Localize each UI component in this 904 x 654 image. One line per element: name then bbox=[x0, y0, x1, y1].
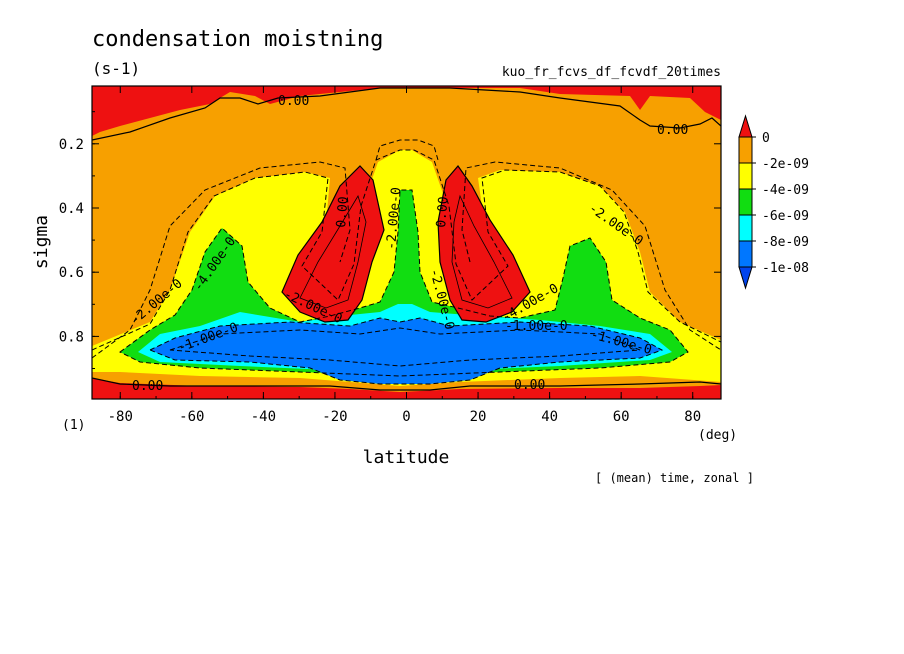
experiment-label: kuo_fr_fcvs_df_fcvdf_20times bbox=[502, 65, 721, 80]
contour-dashed-green bbox=[119, 189, 689, 377]
x-axis: -80 -60 -40 -20 0 20 40 60 80 bbox=[108, 86, 701, 425]
y-axis: 0.2 0.4 0.6 0.8 bbox=[59, 111, 721, 370]
x-axis-label: latitude bbox=[363, 447, 450, 468]
y-tick-label: 0.4 bbox=[59, 201, 84, 217]
contour-dashed-outer bbox=[92, 149, 721, 351]
contour-label: -2.00e-0 bbox=[384, 187, 404, 251]
colorbar-swatch bbox=[738, 266, 753, 290]
colorbar: 0 -2e-09 -4e-09 -6e-09 -8e-09 -1e-08 bbox=[738, 114, 809, 290]
contour-inner-lobe-left bbox=[299, 195, 367, 309]
x-axis-unit: (deg) bbox=[698, 428, 737, 443]
colorbar-swatch bbox=[738, 240, 753, 268]
x-tick-label: 0 bbox=[402, 409, 410, 425]
x-tick-label: -80 bbox=[108, 409, 133, 425]
colorbar-label: -8e-09 bbox=[762, 235, 809, 250]
colorbar-label: -6e-09 bbox=[762, 209, 809, 224]
y-tick-label: 0.6 bbox=[59, 265, 84, 281]
y-axis-label: sigma bbox=[31, 215, 52, 269]
colorbar-swatch bbox=[738, 114, 753, 138]
contour-inner-lobe-right bbox=[451, 194, 513, 309]
colorbar-label: -1e-08 bbox=[762, 261, 809, 276]
contour-label: 0.00 bbox=[514, 378, 545, 393]
colorbar-swatch bbox=[738, 188, 753, 216]
fill-red-top bbox=[92, 86, 721, 136]
contour-zero-bottom bbox=[92, 377, 721, 391]
x-tick-label: 80 bbox=[684, 409, 701, 425]
contour-label: 0.00 bbox=[434, 196, 452, 229]
contour-label: 0.00 bbox=[334, 196, 352, 229]
contour-dashed-center bbox=[375, 139, 439, 161]
contour-label: 0.00 bbox=[278, 94, 309, 109]
x-tick-label: 20 bbox=[470, 409, 487, 425]
x-tick-label: -40 bbox=[251, 409, 276, 425]
contour-dashed-wide bbox=[92, 161, 351, 359]
fill-blue bbox=[150, 318, 662, 384]
contour-label: 0.00 bbox=[657, 123, 688, 138]
colorbar-label: -2e-09 bbox=[762, 157, 809, 172]
units-label: (s-1) bbox=[92, 59, 140, 78]
x-tick-label: -20 bbox=[322, 409, 347, 425]
contour-lines-dashed bbox=[92, 139, 721, 385]
contour-zero-lobe-left bbox=[281, 165, 385, 323]
contour-zero-lobe-right bbox=[437, 165, 531, 323]
contour-lines bbox=[92, 87, 721, 391]
contour-dashed-wide-right bbox=[461, 161, 721, 351]
colorbar-swatch bbox=[738, 162, 753, 190]
colorbar-swatch bbox=[738, 136, 753, 164]
contour-label: 0.00 bbox=[132, 379, 163, 394]
x-tick-label: -60 bbox=[179, 409, 204, 425]
contour-label: -1.00e-0 bbox=[505, 319, 568, 334]
plot-area: 0.00 0.00 0.00 0.00 0.00 0.00 -2.00e-0 -… bbox=[92, 86, 721, 399]
contour-dashed-blue-inner bbox=[169, 327, 641, 367]
y-tick-label: 0.8 bbox=[59, 329, 84, 345]
fill-red-bottom bbox=[92, 378, 721, 399]
colorbar-swatch bbox=[738, 214, 753, 242]
contour-dashed-blue bbox=[148, 317, 664, 385]
y-tick-label: 0.2 bbox=[59, 137, 84, 153]
y-axis-unit: (1) bbox=[62, 418, 85, 433]
contour-zero-top bbox=[92, 87, 721, 141]
footer-note: [ (mean) time, zonal ] bbox=[595, 471, 754, 485]
colorbar-label: -4e-09 bbox=[762, 183, 809, 198]
x-tick-label: 40 bbox=[541, 409, 558, 425]
colorbar-label: 0 bbox=[762, 131, 770, 146]
x-tick-label: 60 bbox=[613, 409, 630, 425]
chart-title: condensation moistning bbox=[92, 27, 383, 52]
